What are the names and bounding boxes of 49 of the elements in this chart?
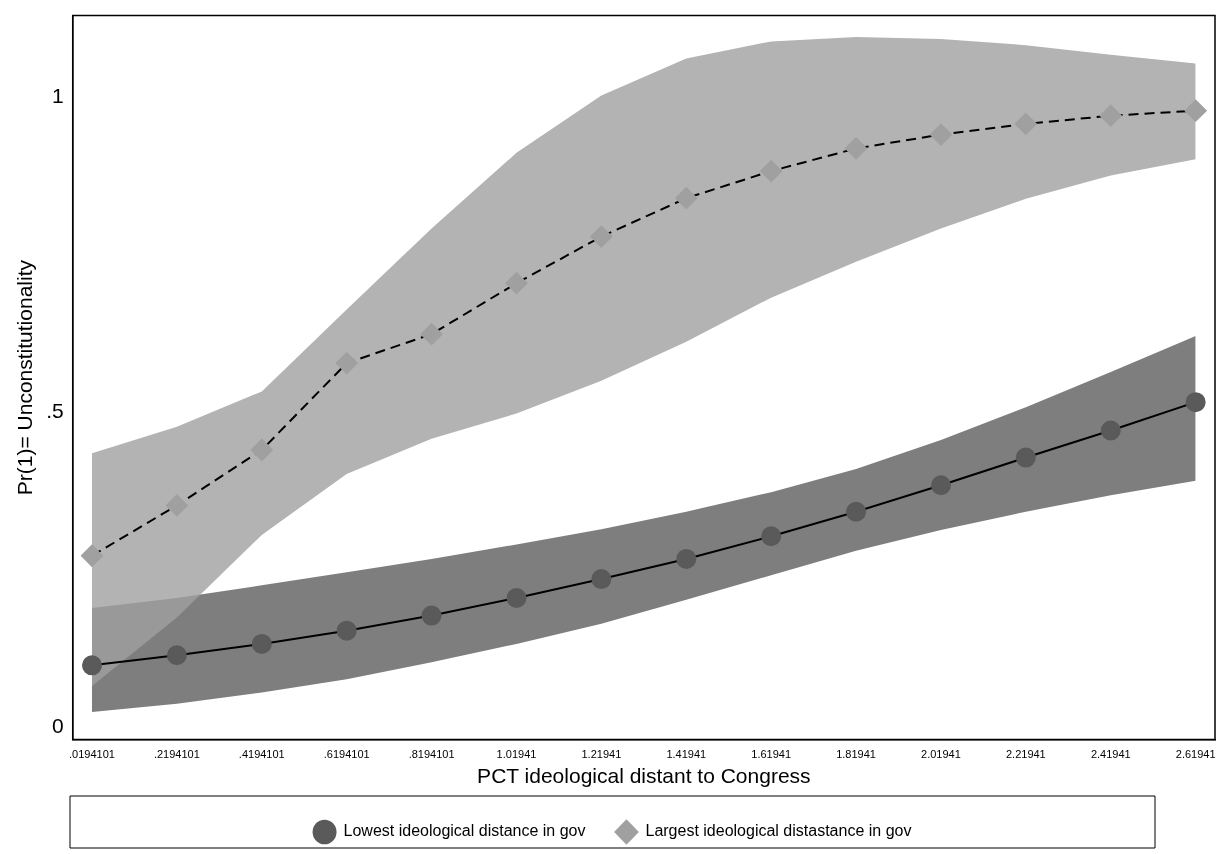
- x-tick-label: 1.01941: [496, 748, 537, 761]
- y-tick-label: .5: [46, 399, 64, 423]
- x-tick-label: .6194101: [323, 748, 370, 761]
- x-tick-label: 1.61941: [751, 748, 792, 761]
- point: [929, 123, 952, 146]
- y-tick-label: 0: [52, 713, 64, 737]
- x-tick-label: .0194101: [69, 748, 115, 761]
- point: [166, 645, 187, 666]
- point: [81, 655, 102, 676]
- point: [1099, 104, 1122, 127]
- point: [1014, 112, 1037, 135]
- point: [760, 160, 783, 183]
- y-tick-label: 1: [52, 84, 64, 108]
- y-axis-title: Pr(1)= Unconstitutionality: [13, 259, 37, 496]
- point: [421, 605, 442, 626]
- legend-label: Largest ideological distastance in gov: [645, 822, 912, 840]
- point: [506, 587, 527, 608]
- point: [930, 475, 951, 496]
- x-tick-label: 2.21941: [1005, 748, 1046, 761]
- point: [80, 544, 103, 567]
- point: [165, 494, 188, 517]
- point: [590, 225, 613, 248]
- point: [845, 137, 868, 160]
- x-tick-label: 1.41941: [666, 748, 707, 761]
- x-tick-label: 1.21941: [581, 748, 622, 761]
- point: [846, 501, 867, 522]
- x-tick-label: .2194101: [153, 748, 200, 761]
- point: [591, 569, 612, 590]
- point: [1184, 99, 1207, 122]
- x-tick-label: 2.01941: [921, 748, 961, 761]
- point: [761, 526, 782, 547]
- point: [1100, 420, 1121, 441]
- x-tick-label: .8194101: [408, 748, 455, 761]
- point: [335, 352, 358, 375]
- point: [676, 548, 697, 569]
- point: [250, 439, 273, 461]
- point: [420, 323, 443, 346]
- x-tick-label: .4194101: [238, 748, 285, 761]
- x-tick-label: 2.61941: [1175, 748, 1216, 761]
- point: [1015, 447, 1036, 468]
- legend-label: Lowest ideological distance in gov: [343, 822, 586, 840]
- x-tick-label: 2.41941: [1090, 748, 1131, 761]
- point: [505, 272, 528, 295]
- point: [1185, 392, 1206, 413]
- point: [336, 620, 357, 641]
- point: [675, 187, 698, 210]
- x-tick-label: 1.81941: [836, 748, 876, 761]
- point: [251, 633, 272, 654]
- x-axis-title: PCT ideological distant to Congress: [477, 764, 811, 788]
